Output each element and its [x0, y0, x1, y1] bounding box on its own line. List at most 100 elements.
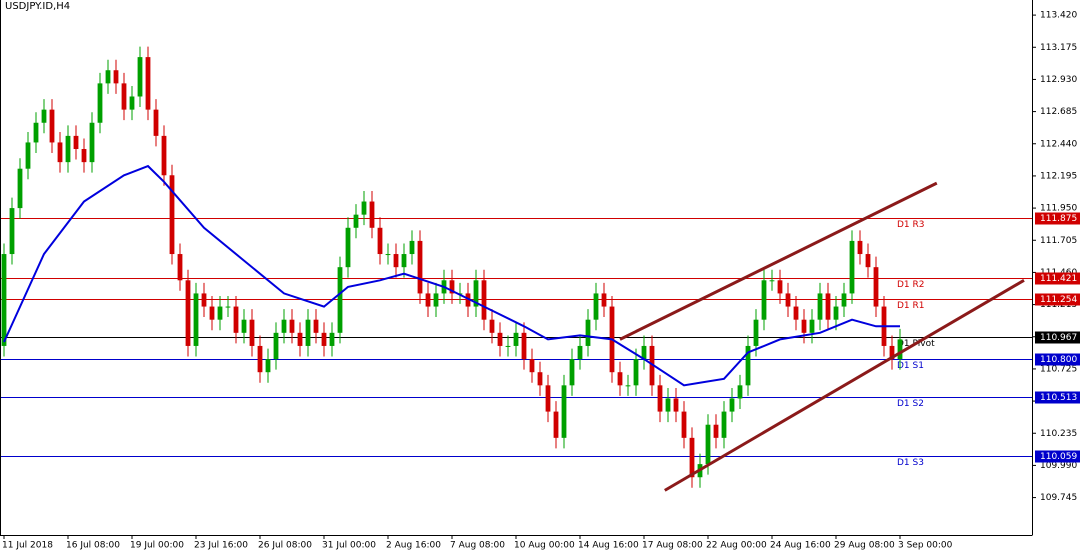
- candle-body: [465, 293, 471, 307]
- candle-body: [481, 280, 487, 320]
- candle-body: [177, 254, 183, 281]
- x-tick-label: 26 Jul 08:00: [258, 541, 312, 551]
- level-price-box: [1035, 331, 1080, 344]
- candle-body: [537, 372, 543, 386]
- candle-body: [601, 293, 607, 307]
- candle-body: [625, 385, 631, 387]
- x-tick-label: 7 Aug 08:00: [450, 541, 505, 551]
- y-tick-label: 112.685: [1040, 107, 1077, 117]
- candle-body: [337, 267, 343, 333]
- level-name: D1 S1: [897, 361, 924, 371]
- level-price-label: 110.800: [1040, 355, 1077, 365]
- candle-body: [49, 109, 55, 143]
- candle-body: [313, 319, 319, 333]
- candle-body: [713, 424, 719, 438]
- candle-body: [729, 398, 735, 412]
- candle-body: [777, 280, 783, 294]
- candle-body: [257, 345, 263, 373]
- candle-body: [649, 345, 655, 386]
- y-tick-label: 112.195: [1040, 171, 1077, 181]
- x-tick-label: 22 Aug 00:00: [706, 541, 767, 551]
- candle-body: [617, 372, 623, 386]
- candle-body: [825, 293, 831, 320]
- level-price-box: [1035, 293, 1080, 306]
- candle-body: [81, 149, 87, 163]
- x-tick-label: 17 Aug 08:00: [642, 541, 703, 551]
- candle-body: [889, 345, 895, 360]
- candle-body: [321, 332, 327, 346]
- candle-body: [657, 385, 663, 412]
- candle-body: [57, 142, 63, 163]
- candle-body: [593, 293, 599, 320]
- candle-body: [273, 332, 279, 360]
- x-tick-label: 3 Sep 00:00: [898, 541, 953, 551]
- x-tick-label: 10 Aug 00:00: [514, 541, 575, 551]
- candle-body: [217, 306, 223, 320]
- moving-average: [3, 164, 900, 387]
- candle-body: [385, 254, 391, 256]
- candle-body: [417, 240, 423, 294]
- candle-body: [41, 109, 47, 123]
- trend-line: [664, 279, 1025, 492]
- candle-body: [33, 122, 39, 143]
- x-tick-label: 14 Aug 16:00: [578, 541, 639, 551]
- candle-body: [65, 135, 71, 163]
- candle-body: [201, 293, 207, 307]
- level-name: D1 S3: [897, 458, 924, 468]
- candle-body: [153, 109, 159, 136]
- candle-body: [857, 240, 863, 255]
- candle-body: [761, 280, 767, 320]
- candle-body: [281, 319, 287, 333]
- y-tick-label: 113.175: [1040, 43, 1077, 53]
- candle-body: [25, 142, 31, 169]
- x-tick-label: 2 Aug 16:00: [386, 541, 441, 551]
- y-tick-label: 113.420: [1040, 11, 1077, 21]
- trend-line: [619, 181, 938, 341]
- level-price-box: [1035, 391, 1080, 404]
- level-price-label: 110.967: [1040, 333, 1077, 343]
- candle-body: [369, 201, 375, 228]
- candle-body: [17, 168, 23, 209]
- x-tick-label: 24 Aug 16:00: [770, 541, 831, 551]
- candle-body: [393, 254, 399, 268]
- candle-body: [425, 293, 431, 307]
- y-tick-label: 111.705: [1040, 236, 1077, 246]
- candle-body: [473, 280, 479, 307]
- y-tick-label: 109.990: [1040, 461, 1077, 471]
- candle-body: [185, 280, 191, 346]
- candle-body: [305, 319, 311, 346]
- candle-body: [513, 332, 519, 346]
- candle-body: [809, 319, 815, 333]
- level-name: D1 R3: [897, 220, 925, 230]
- candle-body: [497, 332, 503, 346]
- candle-body: [377, 227, 383, 255]
- candle-body: [849, 240, 855, 294]
- candle-body: [409, 240, 415, 255]
- level-price-box: [1035, 450, 1080, 463]
- candle-body: [145, 57, 151, 110]
- candle-body: [169, 175, 175, 255]
- level-price-label: 111.421: [1040, 274, 1077, 284]
- candle-body: [225, 306, 231, 308]
- candle-body: [449, 280, 455, 294]
- candle-body: [681, 411, 687, 438]
- candle-body: [561, 385, 567, 438]
- level-price-label: 110.059: [1040, 452, 1077, 462]
- candle-body: [121, 83, 127, 110]
- candle-body: [361, 201, 367, 215]
- candle-body: [569, 359, 575, 386]
- candle-body: [249, 319, 255, 346]
- candle-body: [345, 227, 351, 268]
- y-tick-label: 112.930: [1040, 75, 1077, 85]
- candle-body: [505, 345, 511, 347]
- candle-body: [9, 208, 15, 255]
- x-tick-label: 23 Jul 16:00: [194, 541, 248, 551]
- level-price-box: [1035, 212, 1080, 225]
- candle-body: [241, 319, 247, 333]
- candle-body: [633, 359, 639, 386]
- y-tick-label: 110.725: [1040, 364, 1077, 374]
- candle-body: [113, 70, 119, 84]
- candle-body: [161, 135, 167, 176]
- candle-body: [817, 293, 823, 320]
- candle-body: [545, 385, 551, 412]
